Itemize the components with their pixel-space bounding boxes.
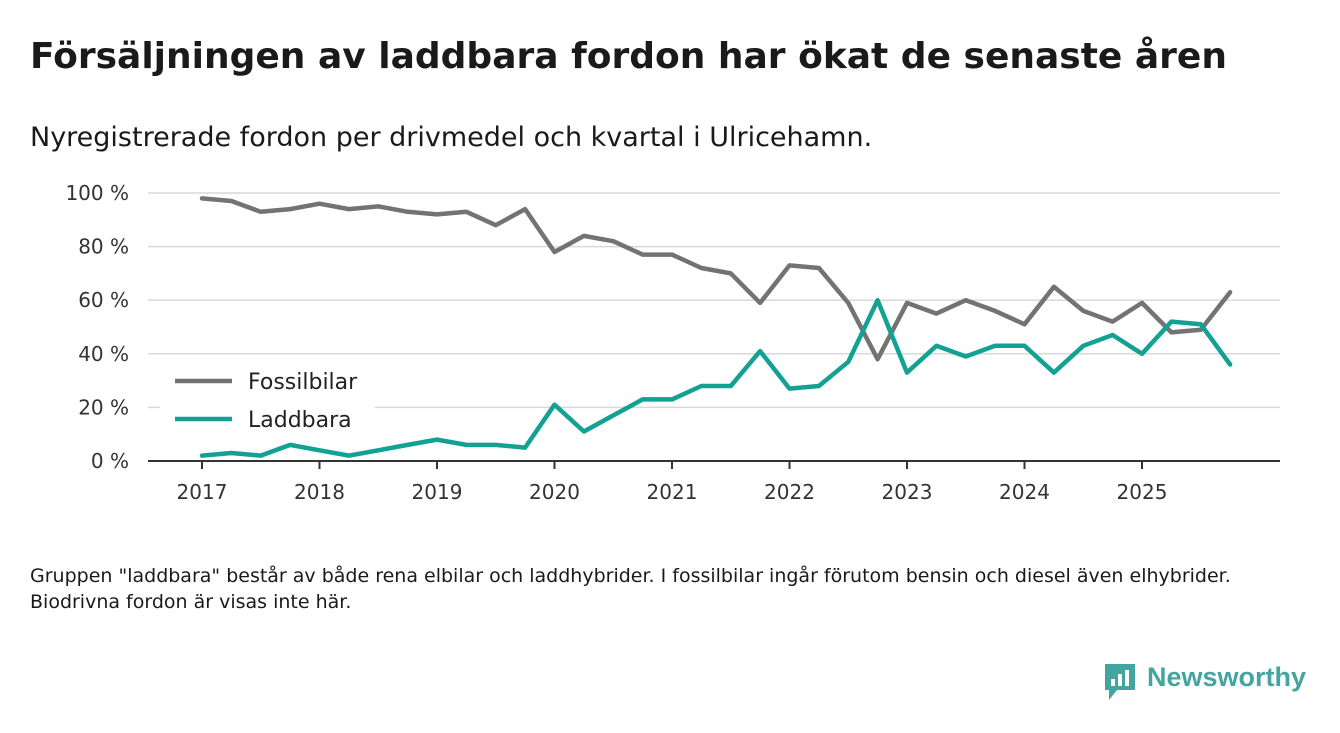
newsworthy-wordmark: Newsworthy bbox=[1147, 662, 1307, 692]
x-tick-label: 2021 bbox=[647, 480, 698, 504]
chart-subtitle: Nyregistrerade fordon per drivmedel och … bbox=[30, 122, 873, 153]
y-tick-label: 20 % bbox=[78, 395, 129, 419]
newsworthy-logo[interactable]: Newsworthy bbox=[1103, 662, 1318, 702]
x-tick-label: 2025 bbox=[1117, 480, 1168, 504]
series-line-laddbara bbox=[199, 297, 1233, 458]
x-tick-label: 2020 bbox=[529, 480, 580, 504]
y-tick-label: 100 % bbox=[65, 181, 129, 205]
legend-background bbox=[160, 362, 375, 440]
y-tick-label: 0 % bbox=[91, 449, 129, 473]
x-tick-label: 2022 bbox=[764, 480, 815, 504]
y-tick-label: 40 % bbox=[78, 342, 129, 366]
series-line-fossilbilar bbox=[199, 196, 1233, 362]
x-tick-label: 2018 bbox=[294, 480, 345, 504]
legend-label-fossilbilar: Fossilbilar bbox=[248, 370, 358, 395]
legend-label-laddbara: Laddbara bbox=[248, 408, 352, 433]
y-tick-label: 60 % bbox=[78, 288, 129, 312]
x-tick-label: 2024 bbox=[999, 480, 1050, 504]
chart-title: Försäljningen av laddbara fordon har öka… bbox=[30, 36, 1227, 77]
footnote: Gruppen "laddbara" består av både rena e… bbox=[30, 565, 1231, 613]
y-tick-label: 80 % bbox=[78, 235, 129, 259]
x-tick-label: 2019 bbox=[412, 480, 463, 504]
x-tick-label: 2017 bbox=[177, 480, 228, 504]
x-tick-label: 2023 bbox=[882, 480, 933, 504]
newsworthy-logo-icon bbox=[1105, 664, 1135, 700]
